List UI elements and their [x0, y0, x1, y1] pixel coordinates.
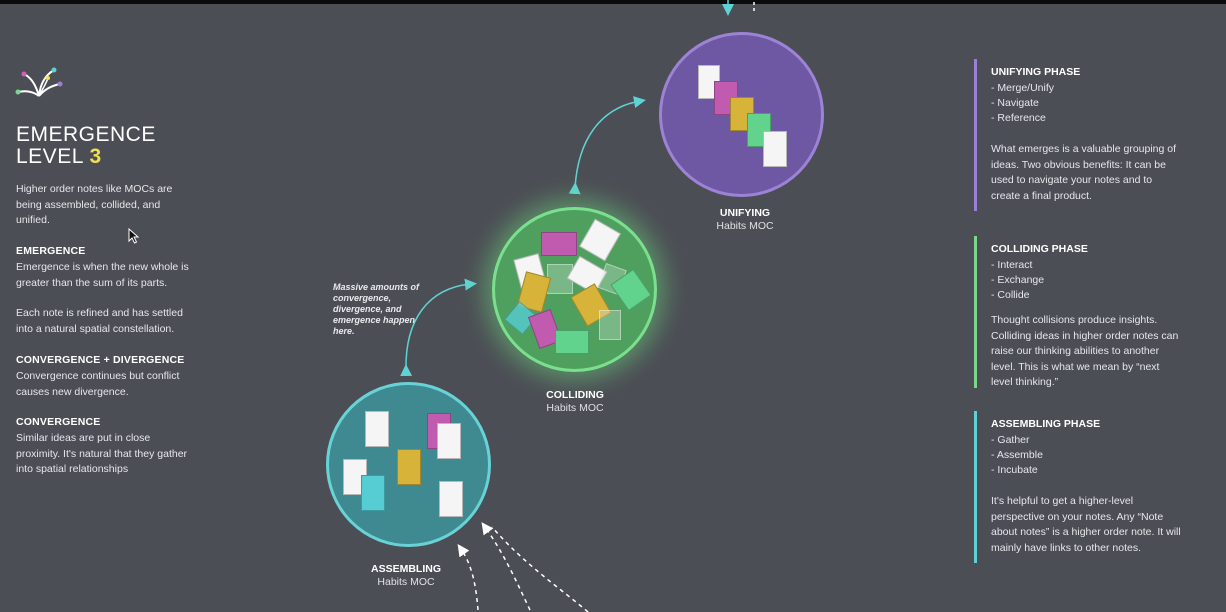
assembling-title: ASSEMBLING	[370, 563, 441, 575]
section-text-convergence-divergence: Convergence continues but conflict cause…	[16, 370, 180, 398]
unifying-circle	[659, 32, 824, 197]
assembling-phase-bar	[974, 411, 977, 563]
section-heading-emergence: EMERGENCE	[16, 245, 86, 257]
title-line-1: EMERGENCE	[16, 123, 156, 146]
colliding-phase: COLLIDING PHASE - Interact - Exchange - …	[974, 236, 1194, 388]
arrow-dashed-1	[457, 544, 479, 611]
note-card	[439, 481, 463, 517]
section-text-convergence: Similar ideas are put in close proximity…	[16, 432, 188, 475]
colliding-phase-desc: Thought collisions produce insights. Col…	[991, 314, 1179, 388]
assembling-phase-item: - Assemble	[991, 449, 1043, 461]
unifying-phase-item: - Reference	[991, 112, 1046, 124]
assembling-phase-heading: ASSEMBLING PHASE	[991, 418, 1101, 430]
section-text-constellation: Each note is refined and has settled int…	[16, 307, 183, 335]
arrow-collide-unify	[568, 96, 646, 195]
assembling-phase-item: - Incubate	[991, 464, 1038, 476]
unifying-phase-heading: UNIFYING PHASE	[991, 66, 1081, 78]
unifying-title: UNIFYING	[719, 207, 771, 219]
assembling-label: ASSEMBLING Habits MOC	[336, 563, 476, 589]
colliding-phase-heading: COLLIDING PHASE	[991, 243, 1088, 255]
section-heading-convergence: CONVERGENCE	[16, 416, 101, 428]
assembling-phase-item: - Gather	[991, 434, 1030, 446]
note-card	[763, 131, 787, 167]
note-card	[579, 218, 621, 262]
unifying-phase-item: - Merge/Unify	[991, 82, 1055, 94]
note-card	[365, 411, 389, 447]
note-card	[599, 310, 621, 340]
colliding-subtitle: Habits MOC	[546, 402, 604, 414]
arrow-dashed-3	[491, 526, 589, 612]
colliding-title: COLLIDING	[546, 389, 604, 401]
arrow-dashed-2	[481, 522, 531, 611]
colliding-phase-item: - Collide	[991, 289, 1030, 301]
note-card	[361, 475, 385, 511]
collision-annotation: Massive amounts of convergence, divergen…	[333, 282, 420, 336]
assembling-phase: ASSEMBLING PHASE - Gather - Assemble - I…	[974, 411, 1194, 563]
colliding-label: COLLIDING Habits MOC	[505, 389, 645, 415]
unifying-phase-desc: What emerges is a valuable grouping of i…	[991, 143, 1177, 202]
note-card	[437, 423, 461, 459]
title-level-number: 3	[89, 145, 102, 168]
intro-text: Higher order notes like MOCs are being a…	[16, 183, 173, 226]
unifying-phase-item: - Navigate	[991, 97, 1039, 109]
title-level-word: LEVEL	[16, 145, 84, 168]
top-bar	[0, 0, 1226, 4]
assembling-circle	[326, 382, 491, 547]
emergence-logo-icon	[15, 67, 63, 97]
colliding-phase-item: - Interact	[991, 259, 1033, 271]
note-card	[397, 449, 421, 485]
unifying-label: UNIFYING Habits MOC	[675, 207, 815, 233]
note-card	[541, 232, 577, 256]
section-text-emergence: Emergence is when the new whole is great…	[16, 261, 189, 289]
note-card	[555, 330, 589, 354]
title-line-2: LEVEL 3	[16, 146, 156, 168]
colliding-phase-bar	[974, 236, 977, 388]
assembling-subtitle: Habits MOC	[377, 576, 435, 588]
colliding-circle	[492, 207, 657, 372]
unifying-subtitle: Habits MOC	[716, 220, 774, 232]
colliding-phase-item: - Exchange	[991, 274, 1045, 286]
section-heading-convergence-divergence: CONVERGENCE + DIVERGENCE	[16, 354, 185, 366]
unifying-phase: UNIFYING PHASE - Merge/Unify - Navigate …	[974, 59, 1194, 211]
page-title: EMERGENCE LEVEL 3	[16, 124, 156, 168]
arrow-assemble-collide	[400, 278, 477, 377]
assembling-phase-desc: It's helpful to get a higher-level persp…	[991, 495, 1181, 554]
unifying-phase-bar	[974, 59, 977, 211]
mouse-cursor-icon	[128, 228, 140, 244]
